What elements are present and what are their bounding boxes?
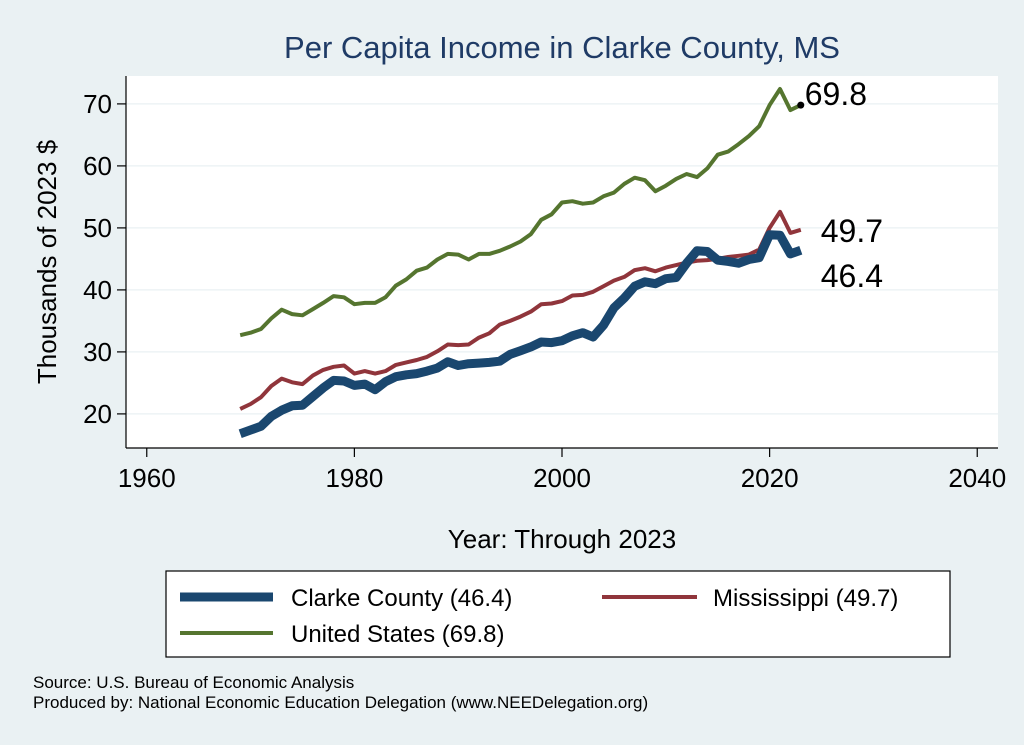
legend-label-mississippi: Mississippi (49.7) [713,585,898,612]
x-tick-label-2000: 2000 [533,463,591,493]
y-tick-label-20: 20 [83,399,112,429]
end-label-mississippi: 49.7 [821,213,883,249]
end-label-clarke-county: 46.4 [821,258,883,294]
legend-label-united-states: United States (69.8) [291,621,504,648]
end-label-united-states: 69.8 [805,76,867,112]
x-tick-label-2020: 2020 [741,463,799,493]
end-labels: 46.4 49.7 69.8 [797,76,883,294]
chart-title: Per Capita Income in Clarke County, MS [284,30,840,65]
series-line-united-states [239,87,802,338]
axes: 20 30 40 50 60 70 1960 1980 2000 2020 2040 [83,76,1006,493]
x-axis-title: Year: Through 2023 [448,524,676,554]
y-tick-label-30: 30 [83,337,112,367]
y-tick-label-40: 40 [83,275,112,305]
end-marker-united-states [797,101,805,109]
x-tick-label-2040: 2040 [948,463,1006,493]
y-tick-label-50: 50 [83,213,112,243]
x-tick-label-1980: 1980 [325,463,383,493]
producer-line: Produced by: National Economic Education… [33,693,648,712]
legend: Clarke County (46.4) Mississippi (49.7) … [165,570,951,658]
legend-label-clarke-county: Clarke County (46.4) [291,585,512,612]
series-line-clarke-county [238,230,803,438]
series-lines [238,87,803,438]
y-axis-title: Thousands of 2023 $ [32,139,62,384]
legend-box [165,570,951,658]
source-line: Source: U.S. Bureau of Economic Analysis [33,673,354,692]
series-line-mississippi [239,209,802,411]
y-tick-label-70: 70 [83,89,112,119]
x-tick-label-1960: 1960 [118,463,176,493]
y-tick-label-60: 60 [83,151,112,181]
